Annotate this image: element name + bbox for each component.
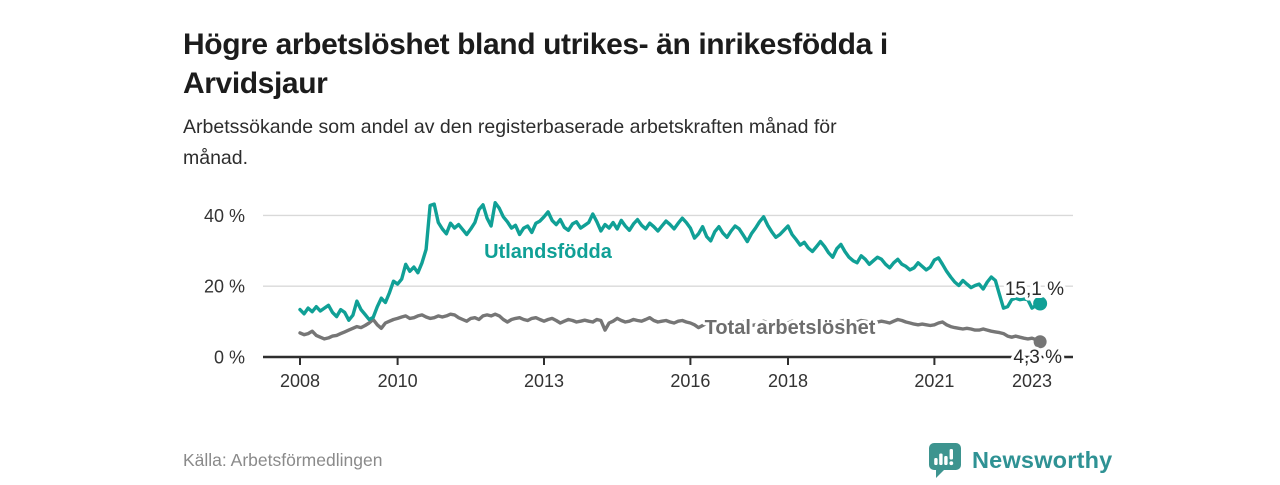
y-tick-label-20: 20 %	[204, 277, 245, 297]
x-tick-label-2008: 2008	[280, 371, 320, 391]
series-label-utlandsf-dda: Utlandsfödda	[484, 241, 613, 263]
x-tick-label-2018: 2018	[768, 371, 808, 391]
end-value-label-total-arbetsl-shet: 4,3 %	[1013, 347, 1062, 368]
newsworthy-logo-icon	[929, 443, 961, 478]
newsworthy-brand: Newsworthy	[926, 442, 1112, 478]
x-tick-label-2013: 2013	[524, 371, 564, 391]
x-tick-label-2021: 2021	[914, 371, 954, 391]
x-tick-label-2010: 2010	[378, 371, 418, 391]
newsworthy-wordmark: Newsworthy	[972, 446, 1113, 473]
series-label-total-arbetsl-shet: Total arbetslöshet	[705, 317, 876, 339]
page-title-line1: Högre arbetslöshet bland utrikes- än inr…	[183, 28, 888, 62]
end-dot-total-arbetsl-shet	[1033, 335, 1047, 349]
end-value-label-utlandsf-dda: 15,1 %	[1005, 279, 1064, 300]
source-note: Källa: Arbetsförmedlingen	[183, 450, 383, 470]
y-tick-label-0: 0 %	[214, 348, 245, 368]
page-title-line2: Arvidsjaur	[183, 67, 328, 101]
chart-subtitle-line2: månad.	[183, 146, 249, 169]
series-line-total-arbetsl-shet	[298, 312, 1042, 344]
y-tick-label-40: 40 %	[204, 206, 245, 226]
chart-subtitle-line1: Arbetssökande som andel av den registerb…	[183, 115, 837, 138]
x-tick-label-2023: 2023	[1012, 371, 1052, 391]
end-dot-utlandsf-dda	[1033, 296, 1048, 311]
logo-bar-chart-glyph	[934, 449, 954, 466]
series-line-utlandsf-dda	[298, 200, 1042, 322]
page-title: Högre arbetslöshet bland utrikes- än inr…	[183, 25, 1123, 103]
x-tick-label-2016: 2016	[670, 371, 710, 391]
chart-subtitle: Arbetssökande som andel av den registerb…	[183, 112, 1083, 174]
